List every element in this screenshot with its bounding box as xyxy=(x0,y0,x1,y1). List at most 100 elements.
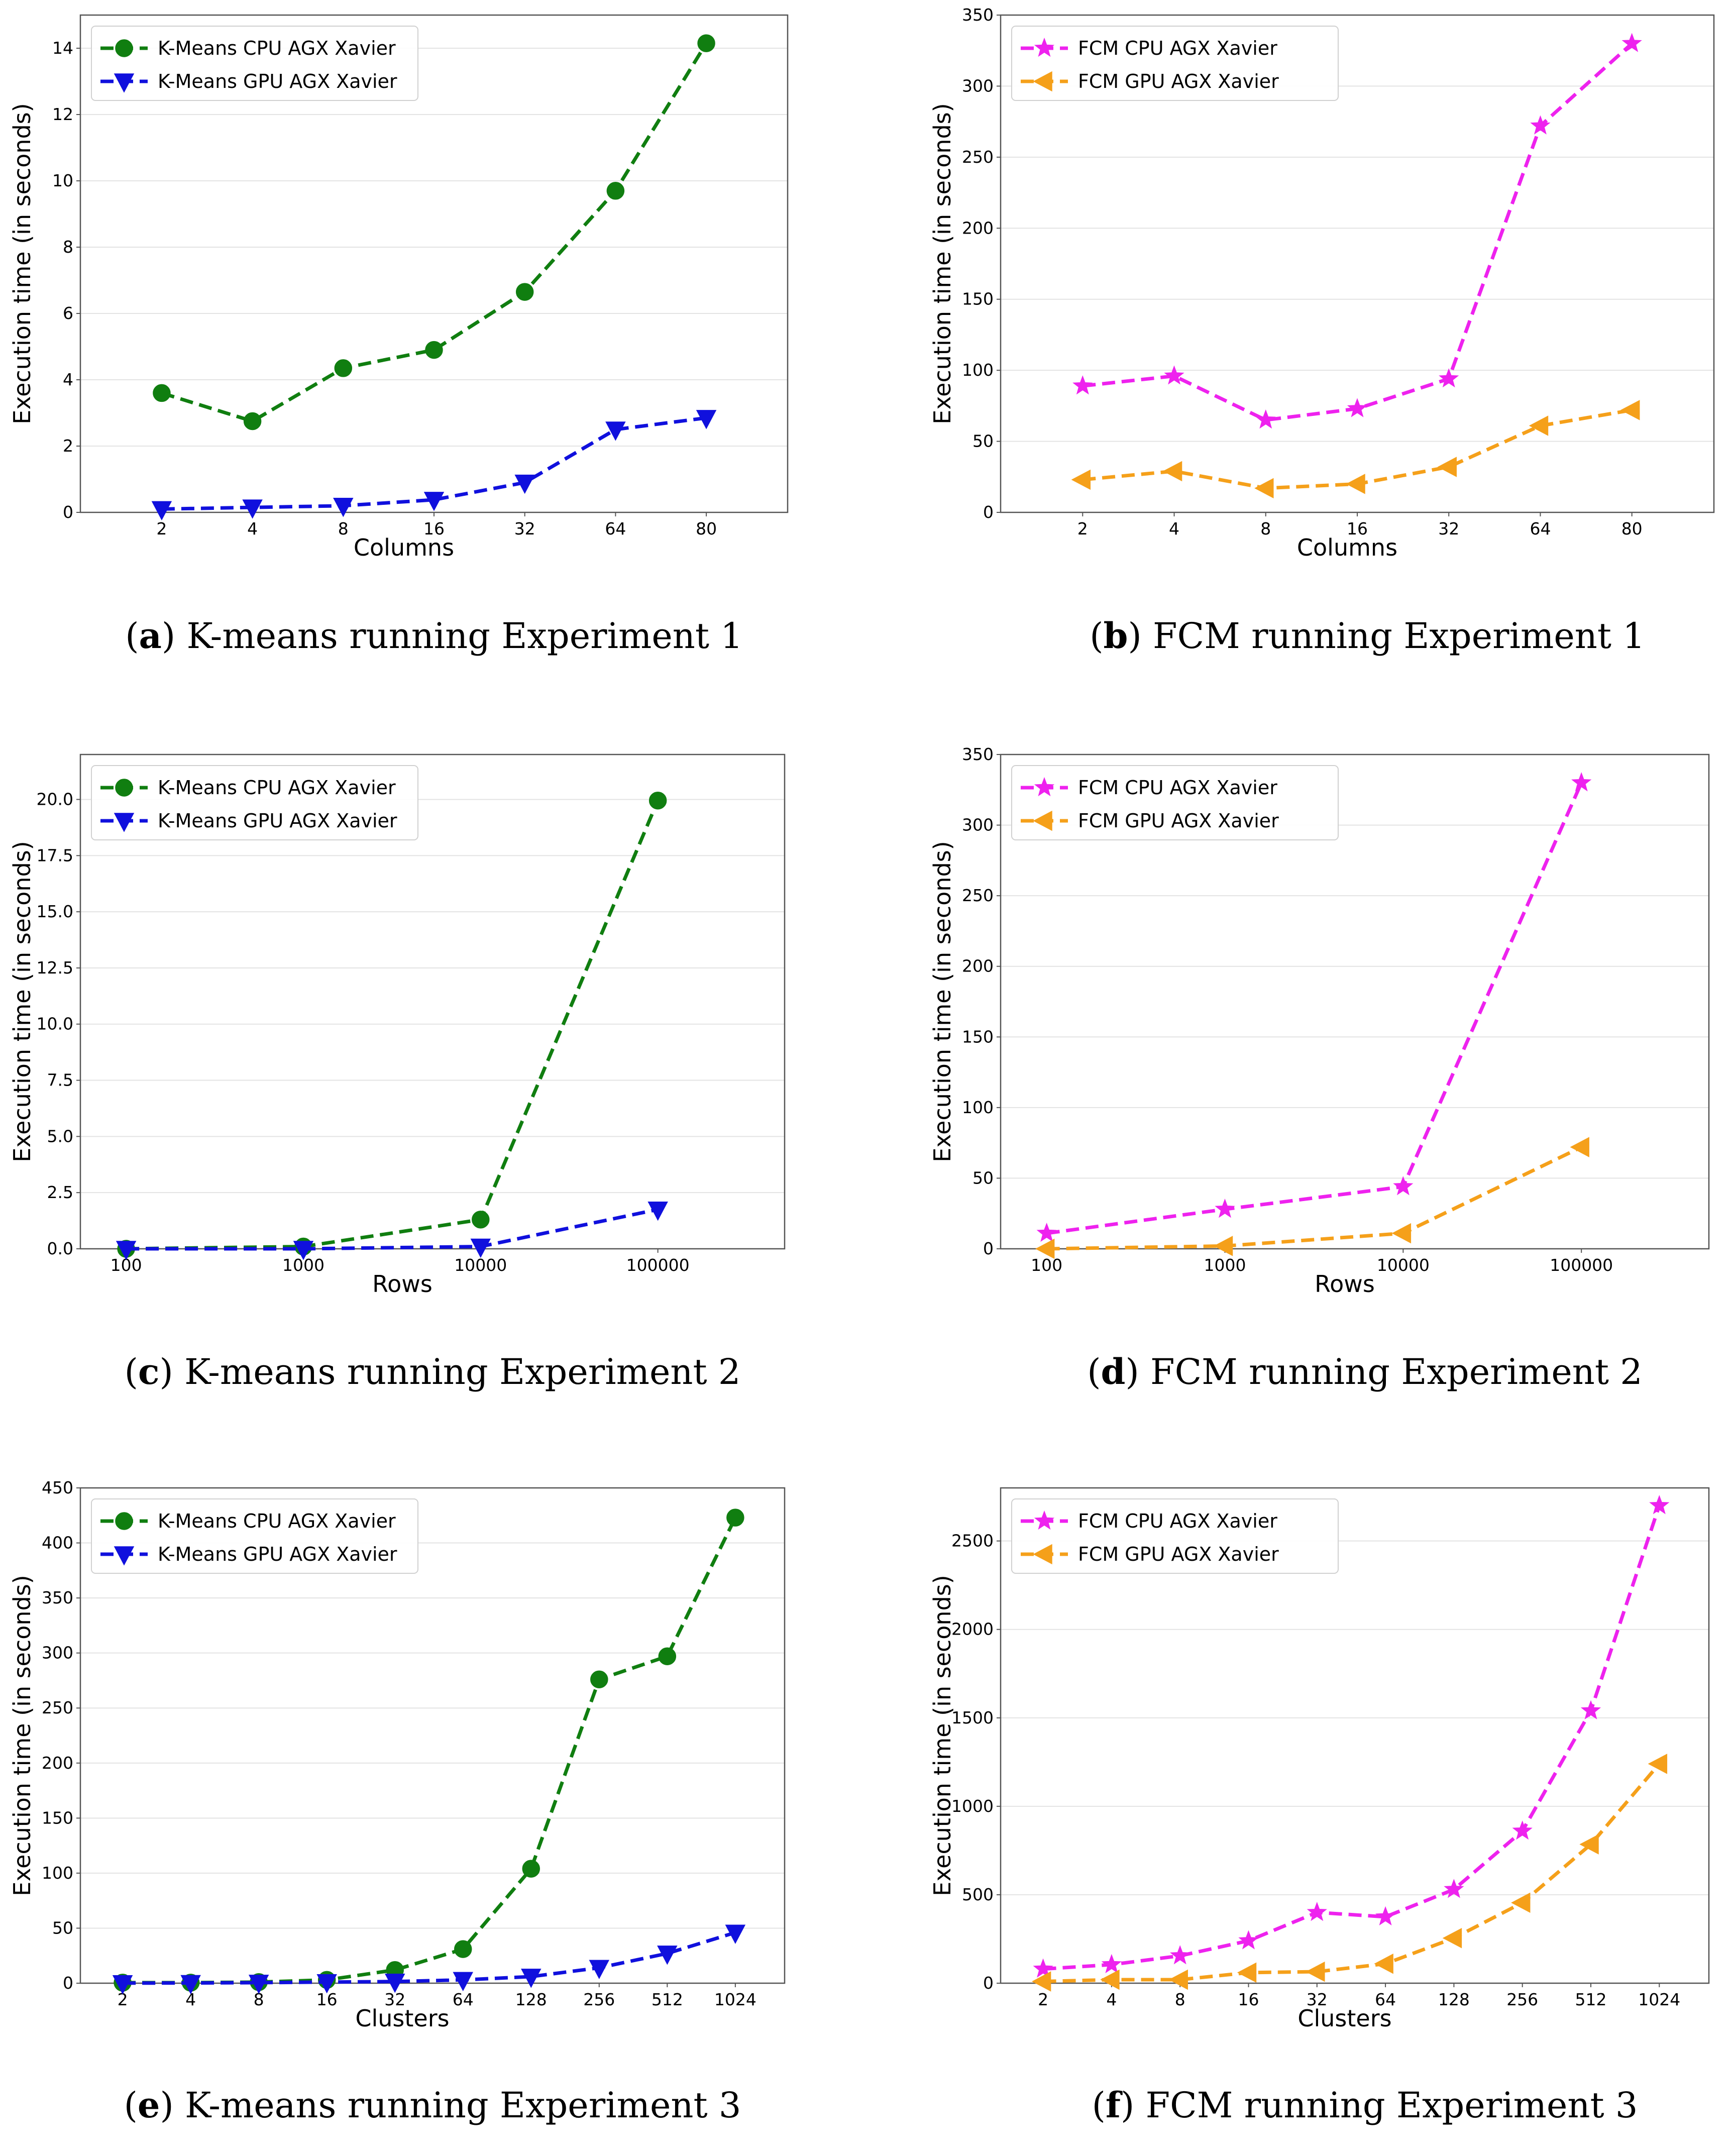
legend-box xyxy=(91,1498,418,1574)
x-tick-label: 2 xyxy=(118,1990,128,2009)
x-tick-label: 2 xyxy=(156,519,167,538)
chart-panel-2: 0 50 100 150 200 250 300 350 2 4 8 16 32 64 80 Columns E… xyxy=(929,5,1715,657)
data-point xyxy=(589,1960,610,1979)
legend-marker xyxy=(114,1546,135,1566)
y-tick-label: 2500 xyxy=(951,1531,994,1551)
legend-marker xyxy=(115,779,133,797)
data-point xyxy=(384,1973,405,1993)
x-tick-label: 8 xyxy=(338,519,349,538)
caption-text: K-means running Experiment 3 xyxy=(185,2085,741,2126)
y-tick-label: 0 xyxy=(983,502,994,522)
data-point xyxy=(1162,461,1182,482)
data-point xyxy=(1374,1954,1393,1974)
series-line-1 xyxy=(126,800,660,1251)
x-tick-label: 512 xyxy=(652,1990,683,2009)
legend-marker xyxy=(1033,810,1052,831)
y-tick-label: 1500 xyxy=(951,1708,994,1728)
data-point xyxy=(657,1946,678,1965)
y-tick-label: 150 xyxy=(962,1027,994,1046)
data-point xyxy=(1511,1892,1531,1913)
y-tick-label: 250 xyxy=(962,886,994,905)
caption-text: K-means running Experiment 2 xyxy=(184,1351,740,1392)
y-tick-label: 300 xyxy=(42,1643,73,1663)
legend: FCM CPU AGX Xavier FCM GPU AGX Xavier xyxy=(1011,765,1339,840)
y-tick-label: 2.5 xyxy=(47,1182,73,1202)
legend-marker xyxy=(1033,1544,1052,1565)
y-tick-label: 200 xyxy=(42,1753,73,1773)
x-axis-title: Clusters xyxy=(1297,2005,1391,2032)
plot-frame xyxy=(1000,753,1710,1250)
x-tick-label: 100000 xyxy=(1550,1255,1613,1275)
data-point xyxy=(1648,1754,1668,1774)
data-point xyxy=(472,1211,490,1229)
figure-caption: (d) FCM running Experiment 2 xyxy=(1087,1351,1643,1392)
data-point xyxy=(1170,1945,1190,1965)
y-axis-title: Execution time (in seconds) xyxy=(929,1575,956,1896)
data-point xyxy=(1346,474,1365,494)
data-point xyxy=(1579,1834,1599,1855)
legend-label: K-Means CPU AGX Xavier xyxy=(158,1510,396,1532)
series-line-1 xyxy=(123,1517,737,1985)
x-tick-label: 512 xyxy=(1575,1990,1607,2009)
x-tick-label: 8 xyxy=(1175,1990,1185,2009)
x-tick-label: 64 xyxy=(1530,519,1551,538)
data-point xyxy=(1215,1199,1235,1218)
x-tick-label: 256 xyxy=(1506,1990,1538,2009)
x-tick-label: 10000 xyxy=(1377,1255,1430,1275)
data-point xyxy=(1439,368,1459,388)
legend-label: FCM CPU AGX Xavier xyxy=(1078,1510,1277,1532)
x-tick-label: 1024 xyxy=(1638,1990,1680,2009)
data-point xyxy=(606,182,625,200)
caption-text: K-means running Experiment 1 xyxy=(186,615,742,657)
data-point xyxy=(1072,375,1093,395)
caption-letter-bold: a xyxy=(139,615,162,657)
x-tick-label: 8 xyxy=(254,1990,264,2009)
x-tick-label: 64 xyxy=(605,519,626,538)
data-point xyxy=(1375,1906,1396,1926)
data-point xyxy=(1307,1901,1327,1921)
y-tick-label: 200 xyxy=(962,956,994,976)
data-point xyxy=(1255,409,1276,429)
data-point xyxy=(1437,457,1457,477)
y-tick-label: 100 xyxy=(962,360,994,380)
x-tick-label: 1000 xyxy=(1204,1255,1246,1275)
x-tick-label: 10000 xyxy=(454,1255,507,1275)
x-tick-label: 100000 xyxy=(626,1255,690,1275)
y-tick-label: 1000 xyxy=(951,1796,994,1816)
legend-label: FCM GPU AGX Xavier xyxy=(1078,1543,1279,1565)
data-point xyxy=(334,359,353,377)
legend: K-Means CPU AGX Xavier K-Means GPU AGX Xa… xyxy=(91,765,418,840)
data-point xyxy=(1529,415,1549,436)
legend-marker xyxy=(1033,71,1052,92)
y-tick-label: 150 xyxy=(962,289,994,309)
data-point xyxy=(1164,365,1184,385)
x-tick-label: 2 xyxy=(1077,519,1088,538)
y-tick-label: 350 xyxy=(42,1588,73,1607)
y-tick-label: 350 xyxy=(962,5,994,25)
data-point xyxy=(248,1975,269,1994)
legend-box xyxy=(1011,26,1339,101)
y-tick-label: 350 xyxy=(962,744,994,764)
y-tick-label: 4 xyxy=(63,370,73,389)
data-point xyxy=(1168,1969,1188,1990)
x-tick-label: 4 xyxy=(1106,1990,1117,2009)
data-point xyxy=(423,492,445,511)
caption-paren-close: ) xyxy=(162,615,187,657)
y-tick-label: 100 xyxy=(962,1098,994,1117)
data-point xyxy=(1238,1930,1259,1950)
legend: FCM CPU AGX Xavier FCM GPU AGX Xavier xyxy=(1011,1498,1339,1574)
y-tick-label: 200 xyxy=(962,218,994,238)
caption-paren-close: ) xyxy=(160,1351,185,1392)
x-tick-label: 256 xyxy=(583,1990,615,2009)
x-tick-label: 1024 xyxy=(714,1990,756,2009)
caption-paren-open: ( xyxy=(1087,1351,1101,1392)
y-tick-label: 10 xyxy=(52,171,73,190)
caption-paren-close: ) xyxy=(160,2085,185,2126)
figure-caption: (f) FCM running Experiment 3 xyxy=(1092,2084,1638,2126)
y-tick-label: 7.5 xyxy=(47,1070,73,1090)
legend-label: K-Means CPU AGX Xavier xyxy=(158,37,396,59)
data-point xyxy=(1530,115,1551,135)
data-point xyxy=(242,499,263,519)
